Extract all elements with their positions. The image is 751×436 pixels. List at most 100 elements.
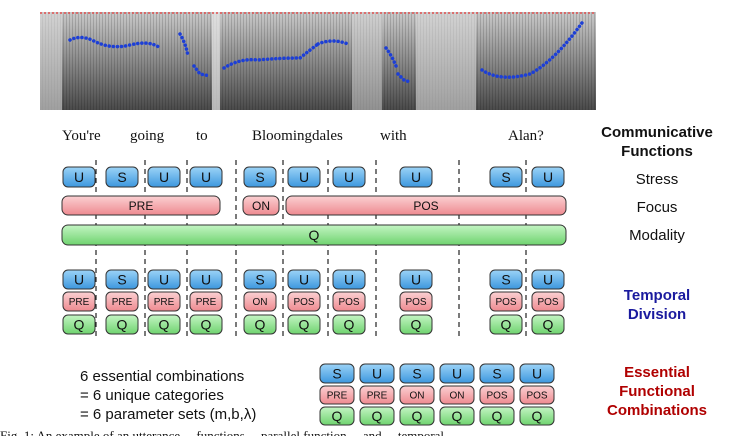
- word: to: [196, 128, 208, 144]
- temporal-modality-unit: Q: [531, 314, 565, 335]
- label-focus: Focus: [637, 199, 678, 216]
- temporal-stress-unit-label: U: [344, 272, 354, 288]
- temporal-focus-unit: POS: [332, 291, 366, 312]
- temporal-stress-unit-label: U: [201, 272, 211, 288]
- temporal-stress-unit-label: U: [74, 272, 84, 288]
- essential-stress-unit-label: U: [372, 366, 382, 382]
- essential-modality-unit-label: Q: [492, 408, 503, 424]
- temporal-focus-unit: ON: [243, 291, 277, 312]
- temporal-focus-unit: PRE: [62, 291, 96, 312]
- temporal-stress-unit-label: U: [411, 272, 421, 288]
- label-temporal: Temporal: [624, 287, 690, 304]
- essential-modality-unit: Q: [439, 406, 475, 426]
- temporal-focus-unit-label: PRE: [112, 297, 133, 308]
- temporal-stress-unit-label: U: [159, 272, 169, 288]
- essential-focus-unit: POS: [519, 385, 555, 405]
- temporal-modality-unit-label: Q: [411, 317, 422, 333]
- essential-modality-unit-label: Q: [452, 408, 463, 424]
- utterance-words: You're going to Bloomingdales with Alan?: [62, 128, 544, 144]
- essential-focus-unit: PRE: [359, 385, 395, 405]
- temporal-modality-unit-label: Q: [255, 317, 266, 333]
- temporal-stress-unit: S: [489, 269, 523, 290]
- temporal-stress-unit: U: [332, 269, 366, 290]
- temporal-stress-unit-label: S: [117, 272, 126, 288]
- temporal-stress-unit: U: [147, 269, 181, 290]
- stress-unit-label: U: [201, 169, 211, 185]
- essential-modality-unit-label: Q: [412, 408, 423, 424]
- temporal-modality-unit: Q: [105, 314, 139, 335]
- focus-label: ON: [252, 199, 270, 213]
- temporal-modality-unit-label: Q: [344, 317, 355, 333]
- temporal-focus-unit: POS: [489, 291, 523, 312]
- syllable-dividers: [95, 160, 527, 340]
- essential-focus-unit: POS: [479, 385, 515, 405]
- essential-focus-unit: PRE: [319, 385, 355, 405]
- temporal-stress-unit: U: [531, 269, 565, 290]
- label-functions: Functions: [621, 143, 693, 160]
- note-line: 6 essential combinations: [80, 368, 244, 385]
- temporal-modality-unit-label: Q: [74, 317, 85, 333]
- essential-modality-unit-label: Q: [532, 408, 543, 424]
- stress-unit-label: S: [255, 169, 264, 185]
- essential-stress-unit: U: [359, 363, 395, 384]
- focus-label: PRE: [129, 199, 154, 213]
- stress-unit-label: S: [501, 169, 510, 185]
- modality-row: Q: [61, 224, 567, 246]
- temporal-focus-unit-label: POS: [293, 297, 314, 308]
- essential-focus-unit-label: PRE: [367, 391, 388, 402]
- temporal-modality-unit-label: Q: [543, 317, 554, 333]
- essential-stress-unit-label: U: [532, 366, 542, 382]
- stress-unit: U: [332, 166, 366, 188]
- temporal-focus-unit-label: ON: [253, 297, 268, 308]
- temporal-focus-unit-label: POS: [405, 297, 426, 308]
- essential-modality-unit: Q: [479, 406, 515, 426]
- temporal-modality-unit: Q: [332, 314, 366, 335]
- label-division: Division: [628, 306, 686, 323]
- temporal-stress-unit: S: [243, 269, 277, 290]
- essential-stress-unit: S: [319, 363, 355, 384]
- essential-stress-unit-label: S: [412, 366, 421, 382]
- label-modality: Modality: [629, 227, 685, 244]
- temporal-modality-unit: Q: [243, 314, 277, 335]
- stress-unit: S: [243, 166, 277, 188]
- stress-unit-label: U: [543, 169, 553, 185]
- figure-caption: Fig. 1: An example of an utterance ... f…: [0, 428, 457, 436]
- label-functional: Functional: [619, 383, 695, 400]
- temporal-modality-unit: Q: [189, 314, 223, 335]
- temporal-stress-unit-label: S: [501, 272, 510, 288]
- essential-modality-unit: Q: [399, 406, 435, 426]
- stress-unit-label: U: [299, 169, 309, 185]
- note-line: = 6 parameter sets (m,b,λ): [80, 406, 256, 423]
- essential-stress-unit: S: [479, 363, 515, 384]
- temporal-division-row: U PRE Q S PRE Q U PRE Q U PRE Q S ON Q U POS Q U POS Q U POS Q S…: [62, 269, 565, 335]
- essential-modality-unit: Q: [519, 406, 555, 426]
- essential-modality-unit: Q: [359, 406, 395, 426]
- essential-modality-unit-label: Q: [332, 408, 343, 424]
- stress-unit-label: U: [411, 169, 421, 185]
- word: Alan?: [508, 128, 544, 144]
- stress-unit-label: U: [74, 169, 84, 185]
- focus-segment-pre: PRE: [61, 195, 221, 216]
- stress-unit: S: [105, 166, 139, 188]
- temporal-modality-unit: Q: [62, 314, 96, 335]
- temporal-focus-unit-label: POS: [537, 297, 558, 308]
- essential-stress-unit-label: S: [332, 366, 341, 382]
- temporal-modality-unit-label: Q: [201, 317, 212, 333]
- label-essential: Essential: [624, 364, 690, 381]
- focus-label: POS: [413, 199, 438, 213]
- stress-unit: U: [531, 166, 565, 188]
- temporal-focus-unit-label: POS: [495, 297, 516, 308]
- temporal-focus-unit: POS: [531, 291, 565, 312]
- temporal-modality-unit: Q: [399, 314, 433, 335]
- temporal-focus-unit: POS: [287, 291, 321, 312]
- essential-focus-unit: ON: [439, 385, 475, 405]
- temporal-focus-unit-label: POS: [338, 297, 359, 308]
- essential-focus-unit-label: POS: [486, 391, 507, 402]
- essential-stress-unit: S: [399, 363, 435, 384]
- label-combinations: Combinations: [607, 402, 707, 419]
- essential-stress-unit: U: [519, 363, 555, 384]
- temporal-stress-unit-label: U: [299, 272, 309, 288]
- essential-focus-unit-label: POS: [526, 391, 547, 402]
